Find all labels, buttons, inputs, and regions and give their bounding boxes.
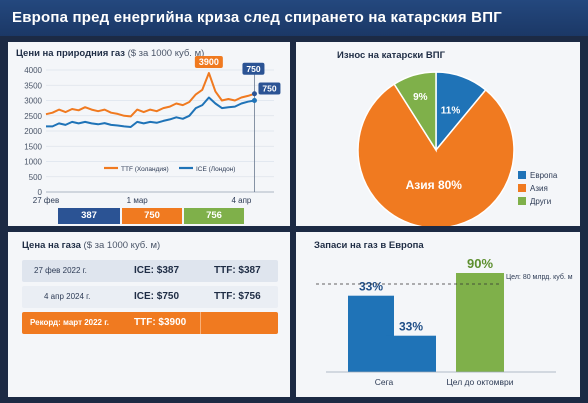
storage-bar-chart: 33% 33% 90% Цел: 80 млрд. куб. м Сега Цел до … <box>316 256 573 387</box>
record-row: Рекорд: март 2022 г. TTF: $3900 <box>22 312 278 334</box>
series-line-ice <box>46 96 255 128</box>
legend-label: Европа <box>530 171 558 180</box>
peak-callout-label: 3900 <box>199 57 219 67</box>
marker-point <box>251 91 257 97</box>
row-ice-value: ICE: $387 <box>134 265 180 276</box>
pie-slice-2 <box>357 83 515 226</box>
ice-callout-box <box>258 82 281 95</box>
price-chart-card: Цени на природния газ ($ за 1000 куб. м)… <box>8 42 290 226</box>
price-chart-title-text: Цени на природния газ <box>16 48 125 59</box>
bar-value-label: 33% <box>359 280 383 294</box>
y-tick-label: 4000 <box>24 66 42 75</box>
ttf-callout-label: 750 <box>246 64 260 74</box>
price-box-label: 387 <box>81 210 97 221</box>
record-label: Рекорд: март 2022 г. <box>30 318 109 327</box>
bar-3 <box>456 273 504 372</box>
target-label: Цел: 80 млрд. куб. м <box>506 273 573 281</box>
page-title: Европа пред енергийна криза след спиране… <box>0 0 588 36</box>
y-tick-label: 2000 <box>24 127 42 136</box>
y-tick-label: 3000 <box>24 97 42 106</box>
category-label: Сега <box>375 377 394 387</box>
price-box-ice-2022: 387 <box>58 208 120 224</box>
row-ttf-value: TTF: $756 <box>214 291 261 302</box>
bar-value-label: 90% <box>467 256 493 271</box>
record-divider <box>200 312 201 334</box>
pie-slice-3 <box>393 71 437 153</box>
x-tick-label: 1 мар <box>127 196 149 205</box>
pie-title: Износ на катарски ВПГ <box>337 50 445 61</box>
peak-callout-box <box>194 56 223 69</box>
storage-card: Запаси на газ в Европа 33% 33% 90% Цел: 80 … <box>296 232 580 397</box>
table-title: Цена на газа ($ за 1000 куб. м) <box>22 240 160 251</box>
marker-point <box>251 98 257 103</box>
y-tick-label: 0 <box>38 188 43 197</box>
table-row: 27 фев 2022 г. ICE: $387 TTF: $387 <box>22 260 278 282</box>
legend-swatch <box>518 171 526 179</box>
y-tick-label: 1500 <box>24 142 42 151</box>
price-chart-unit: ($ за 1000 куб. м) <box>127 48 205 59</box>
price-box-label: 756 <box>206 210 222 221</box>
table-unit: ($ за 1000 куб. м) <box>83 240 161 251</box>
bar-value-label: 33% <box>399 320 423 334</box>
legend-label: Други <box>530 197 551 206</box>
export-pie-card: Износ на катарски ВПГ 11% Азия 80% 9% Европ… <box>296 42 580 226</box>
x-tick-label: 4 апр <box>231 196 251 205</box>
price-table-card: Цена на газа ($ за 1000 куб. м) 27 фев 2… <box>8 232 290 397</box>
y-tick-label: 3500 <box>24 81 42 90</box>
legend-label-ice: ICE (Лондон) <box>196 166 235 173</box>
price-chart-title: Цени на природния газ ($ за 1000 куб. м) <box>16 48 204 59</box>
record-value: TTF: $3900 <box>134 317 187 328</box>
row-date: 4 апр 2024 г. <box>44 292 91 301</box>
pie-slice-label: 9% <box>413 92 428 103</box>
y-tick-label: 500 <box>29 173 43 182</box>
legend-swatch <box>518 197 526 205</box>
legend-label-ttf: TTF (Холандия) <box>121 166 169 173</box>
x-tick-label: 27 фев <box>33 196 59 205</box>
legend-label: Азия <box>530 184 548 193</box>
table-row: 4 апр 2024 г. ICE: $750 TTF: $756 <box>22 286 278 308</box>
pie-slice-label: 11% <box>441 106 461 117</box>
y-tick-label: 2500 <box>24 112 42 121</box>
ice-callout-label: 750 <box>262 84 276 94</box>
legend-swatch <box>518 184 526 192</box>
pie-slice-label: Азия 80% <box>406 178 463 192</box>
table-title-text: Цена на газа <box>22 240 81 251</box>
y-tick-label: 1000 <box>24 158 42 167</box>
row-ttf-value: TTF: $387 <box>214 265 261 276</box>
category-label: Цел до октомври <box>446 377 513 387</box>
ttf-callout-box <box>242 62 265 75</box>
price-box-ttf-2024: 756 <box>184 208 244 224</box>
storage-title: Запаси на газ в Европа <box>314 240 424 251</box>
price-box-label: 750 <box>144 210 160 221</box>
price-box-ttf-peak: 750 <box>122 208 182 224</box>
series-line-ttf <box>45 72 255 118</box>
row-ice-value: ICE: $750 <box>134 291 180 302</box>
price-line-chart: 0 500 1000 1500 2000 2500 3000 3500 4000 27 фев 1 … <box>24 56 281 205</box>
export-pie-chart: 11% Азия 80% 9% Европа Азия Други <box>357 71 558 226</box>
bar-2 <box>386 335 436 372</box>
row-date: 27 фев 2022 г. <box>34 266 87 275</box>
